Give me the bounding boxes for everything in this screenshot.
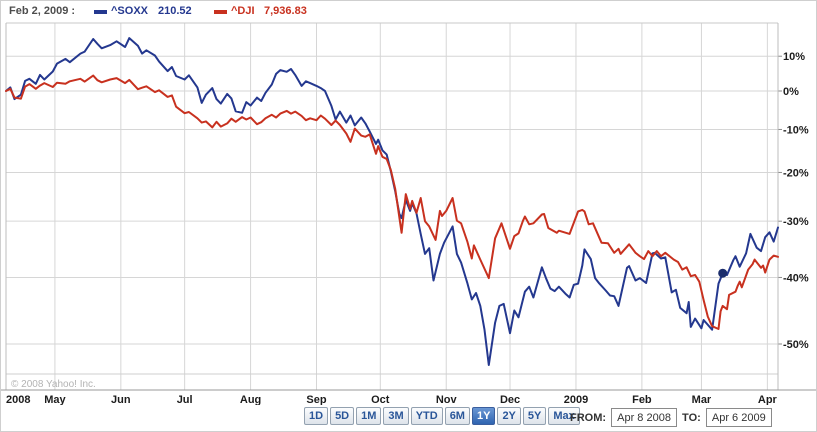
y-tick-label: 0% (783, 86, 799, 98)
y-tick-label: -30% (783, 216, 809, 228)
hover-marker-dot (718, 268, 728, 278)
range-button-2y[interactable]: 2Y (497, 407, 521, 425)
range-button-1y[interactable]: 1Y (471, 407, 496, 425)
x-tick-label: 2009 (564, 394, 588, 406)
x-tick-label: Sep (306, 394, 326, 406)
range-button-5y[interactable]: 5Y (522, 407, 547, 425)
dji-series-swatch-icon (214, 10, 227, 14)
x-tick-label: Jul (177, 394, 193, 406)
x-tick-label: Oct (371, 394, 390, 406)
y-tick-label: -10% (783, 124, 809, 136)
from-label: FROM: (570, 411, 607, 424)
x-tick-label: Apr (758, 394, 778, 406)
range-button-5d[interactable]: 5D (330, 407, 355, 425)
x-tick-label: Nov (436, 394, 458, 406)
y-tick-label: -40% (783, 272, 809, 284)
range-button-group: 1D 5D 1M 3M YTD 6M 1Y 2Y 5Y Max (304, 407, 580, 425)
range-button-max[interactable]: Max (548, 407, 580, 425)
series-line-soxx (5, 37, 779, 366)
range-button-3m[interactable]: 3M (383, 407, 409, 425)
copyright-text: © 2008 Yahoo! Inc. (11, 379, 96, 390)
x-tick-label: May (44, 394, 66, 406)
chart-legend: Feb 2, 2009 : ^SOXX 210.52 ^DJI 7,936.83 (1, 1, 816, 22)
price-comparison-chart[interactable]: 10% 0% -10% -20% -30% -40% -50% 2008 May Jun Jul Au… (1, 1, 817, 407)
from-date-input[interactable] (611, 408, 678, 427)
range-button-ytd[interactable]: YTD (410, 407, 443, 425)
x-tick-label: Aug (240, 394, 261, 406)
range-button-1m[interactable]: 1M (356, 407, 382, 425)
to-label: TO: (682, 411, 701, 424)
to-date-input[interactable] (705, 408, 772, 427)
range-button-6m[interactable]: 6M (444, 407, 470, 425)
date-range-form: FROM: TO: (570, 408, 772, 427)
y-tick-label: -50% (783, 339, 809, 351)
y-tick-label: 10% (783, 51, 805, 63)
x-tick-label: 2008 (6, 394, 30, 406)
legend-date: Feb 2, 2009 : (9, 5, 76, 17)
x-tick-label: Jun (111, 394, 131, 406)
soxx-series-swatch-icon (94, 10, 107, 14)
x-tick-label: Mar (692, 394, 712, 406)
series-line-dji (5, 74, 779, 330)
dji-symbol: ^DJI (231, 5, 255, 17)
y-tick-label: -20% (783, 167, 809, 179)
range-button-1d[interactable]: 1D (304, 407, 329, 425)
x-tick-label: Dec (500, 394, 520, 406)
dji-value: 7,936.83 (264, 5, 307, 17)
soxx-value: 210.52 (158, 5, 192, 17)
x-tick-label: Feb (632, 394, 652, 406)
soxx-symbol: ^SOXX (111, 5, 148, 17)
